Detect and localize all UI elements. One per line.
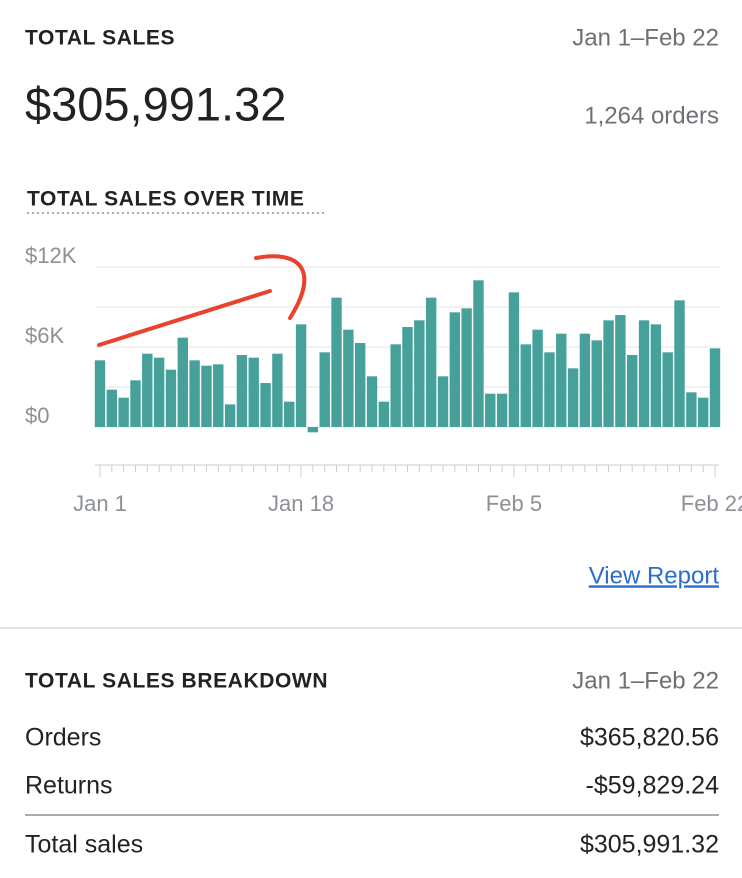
bar bbox=[567, 368, 579, 427]
bar bbox=[556, 333, 567, 427]
x-tick-label: Jan 18 bbox=[268, 491, 334, 516]
row-value: $305,991.32 bbox=[580, 831, 719, 859]
y-tick-label: $0 bbox=[25, 403, 49, 428]
bar bbox=[390, 344, 401, 427]
bar bbox=[366, 376, 378, 427]
bar bbox=[461, 308, 472, 427]
bar bbox=[485, 393, 496, 427]
bar bbox=[260, 383, 271, 427]
bar bbox=[579, 333, 591, 427]
bar bbox=[709, 348, 721, 427]
bar bbox=[201, 365, 212, 427]
row-value: -$59,829.24 bbox=[586, 772, 720, 800]
bar bbox=[118, 397, 129, 427]
chart: $0 $6K $12K Jan 1 Jan 18 Feb 5 Feb 22 bbox=[25, 243, 742, 516]
bar bbox=[94, 360, 106, 427]
bar bbox=[224, 404, 236, 427]
breakdown-title: TOTAL SALES BREAKDOWN bbox=[25, 670, 328, 693]
bar bbox=[686, 392, 697, 427]
bar bbox=[295, 324, 307, 427]
bar bbox=[213, 364, 224, 427]
bar bbox=[284, 401, 295, 427]
x-tick-label: Feb 5 bbox=[486, 491, 542, 516]
bar bbox=[520, 344, 531, 427]
bar bbox=[319, 352, 330, 427]
annotation-stroke bbox=[97, 254, 307, 347]
bar bbox=[106, 389, 118, 427]
bar bbox=[508, 292, 520, 427]
bar bbox=[331, 297, 342, 427]
bar bbox=[130, 380, 141, 427]
bar bbox=[414, 320, 425, 427]
bar bbox=[272, 353, 283, 427]
bar bbox=[449, 312, 461, 427]
bar bbox=[674, 300, 685, 427]
bar bbox=[473, 280, 484, 427]
row-label: Total sales bbox=[25, 831, 143, 859]
bar bbox=[354, 343, 366, 427]
total-sales: $305,991.32 bbox=[25, 77, 286, 130]
bar bbox=[307, 427, 319, 433]
x-tick-label: Feb 22 bbox=[681, 491, 742, 516]
bar bbox=[697, 397, 709, 427]
bar bbox=[615, 315, 626, 427]
bar bbox=[425, 297, 437, 427]
bar bbox=[378, 401, 390, 427]
row-label: Orders bbox=[25, 724, 101, 752]
x-tick-label: Jan 1 bbox=[73, 491, 127, 516]
order-count: 1,264 orders bbox=[584, 102, 719, 129]
bar bbox=[165, 369, 177, 427]
row-value: $365,820.56 bbox=[580, 724, 719, 752]
bar bbox=[650, 324, 662, 427]
bar bbox=[142, 353, 153, 427]
bar bbox=[343, 329, 354, 427]
section-title: TOTAL SALES bbox=[25, 27, 175, 50]
view-report-link[interactable]: View Report bbox=[589, 562, 720, 589]
chart-title: TOTAL SALES OVER TIME bbox=[27, 188, 304, 211]
row-label: Returns bbox=[25, 772, 113, 800]
date-range: Jan 1–Feb 22 bbox=[572, 667, 719, 694]
bar bbox=[532, 329, 543, 427]
bar bbox=[544, 352, 555, 427]
bar bbox=[496, 393, 508, 427]
bar bbox=[248, 357, 259, 427]
bar bbox=[603, 320, 614, 427]
bar bbox=[591, 340, 602, 427]
bar bbox=[236, 355, 248, 427]
date-range: Jan 1–Feb 22 bbox=[572, 24, 719, 51]
bar bbox=[177, 337, 188, 427]
y-tick-label: $12K bbox=[25, 243, 77, 268]
bar bbox=[662, 352, 673, 427]
bar bbox=[402, 327, 413, 427]
bar bbox=[627, 355, 638, 427]
bar bbox=[189, 360, 200, 427]
bar bbox=[153, 357, 165, 427]
bar bbox=[638, 320, 650, 427]
bar bbox=[437, 376, 449, 427]
y-tick-label: $6K bbox=[25, 323, 64, 348]
